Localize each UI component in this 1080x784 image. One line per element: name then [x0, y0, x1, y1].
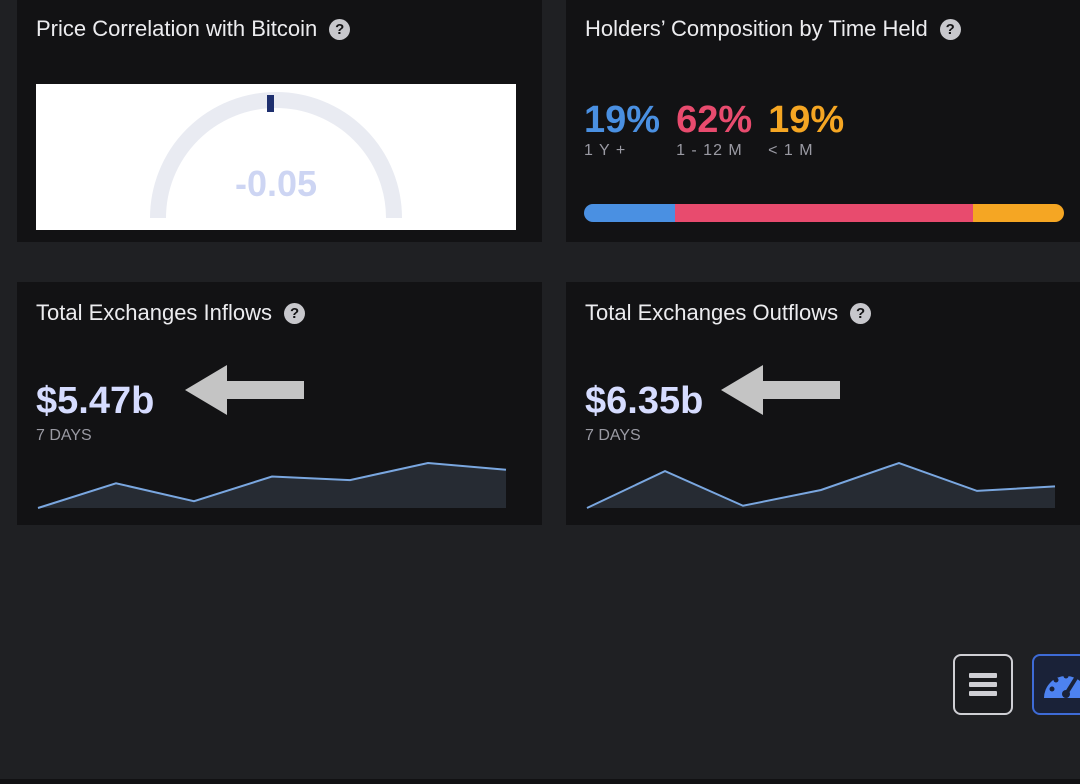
composition-bar: [584, 204, 1064, 222]
correlation-value: -0.05: [235, 163, 317, 204]
inflows-card: Total Exchanges Inflows ? $5.47b 7 DAYS: [17, 282, 542, 525]
help-icon[interactable]: ?: [284, 302, 306, 324]
composition-bar-segment: [584, 204, 676, 222]
inflows-title: Total Exchanges Inflows: [36, 300, 273, 325]
composition-title: Holders’ Composition by Time Held: [585, 16, 928, 41]
speedometer-icon: [1044, 673, 1080, 698]
composition-legend: 19% 1 Y + 62% 1 - 12 M 19% < 1 M: [584, 98, 844, 160]
sparkline-area: [38, 463, 506, 508]
segment-mid: 62% 1 - 12 M: [676, 98, 752, 160]
sparkline-line: [37, 461, 507, 509]
menu-button[interactable]: [953, 654, 1013, 715]
arrow-left-icon: [185, 365, 304, 415]
segment-long-label: 1 Y +: [584, 142, 627, 159]
help-icon[interactable]: ?: [939, 18, 961, 40]
segment-short-label: < 1 M: [768, 142, 814, 159]
outflows-value: $6.35b: [585, 380, 704, 422]
inflows-value: $5.47b: [36, 380, 155, 422]
arrow-left-icon: [721, 365, 840, 415]
segment-long: 19% 1 Y +: [584, 98, 660, 160]
outflows-title: Total Exchanges Outflows: [585, 300, 839, 325]
outflows-period: 7 DAYS: [585, 427, 641, 444]
inflows-period: 7 DAYS: [36, 427, 92, 444]
composition-card: Holders’ Composition by Time Held ? 19% …: [566, 0, 1080, 242]
sparkline-line: [586, 461, 1056, 509]
dashboard-button[interactable]: [1032, 654, 1080, 715]
segment-short: 19% < 1 M: [768, 98, 844, 160]
hamburger-menu-icon: [969, 673, 997, 696]
inflows-title-row: Total Exchanges Inflows ?: [36, 300, 306, 326]
segment-mid-label: 1 - 12 M: [676, 142, 743, 159]
composition-bar-segment: [675, 204, 973, 222]
composition-bar-segment: [972, 204, 1064, 222]
sparkline-area: [587, 463, 1055, 508]
segment-long-pct: 19%: [584, 99, 661, 141]
gauge-needle: [267, 95, 274, 112]
correlation-title: Price Correlation with Bitcoin: [36, 16, 318, 41]
correlation-title-row: Price Correlation with Bitcoin ?: [36, 16, 351, 42]
help-icon[interactable]: ?: [329, 18, 351, 40]
outflows-card: Total Exchanges Outflows ? $6.35b 7 DAYS: [566, 282, 1080, 525]
correlation-gauge: -0.05: [36, 84, 516, 230]
correlation-card: Price Correlation with Bitcoin ? -0.05: [17, 0, 542, 242]
outflows-title-row: Total Exchanges Outflows ?: [585, 300, 872, 326]
composition-title-row: Holders’ Composition by Time Held ?: [585, 16, 961, 42]
segment-mid-pct: 62%: [676, 99, 753, 141]
outflows-sparkline: [586, 461, 1056, 509]
bottom-divider: [0, 779, 1080, 784]
inflows-sparkline: [37, 461, 507, 509]
help-icon[interactable]: ?: [850, 302, 872, 324]
segment-short-pct: 19%: [768, 99, 845, 141]
